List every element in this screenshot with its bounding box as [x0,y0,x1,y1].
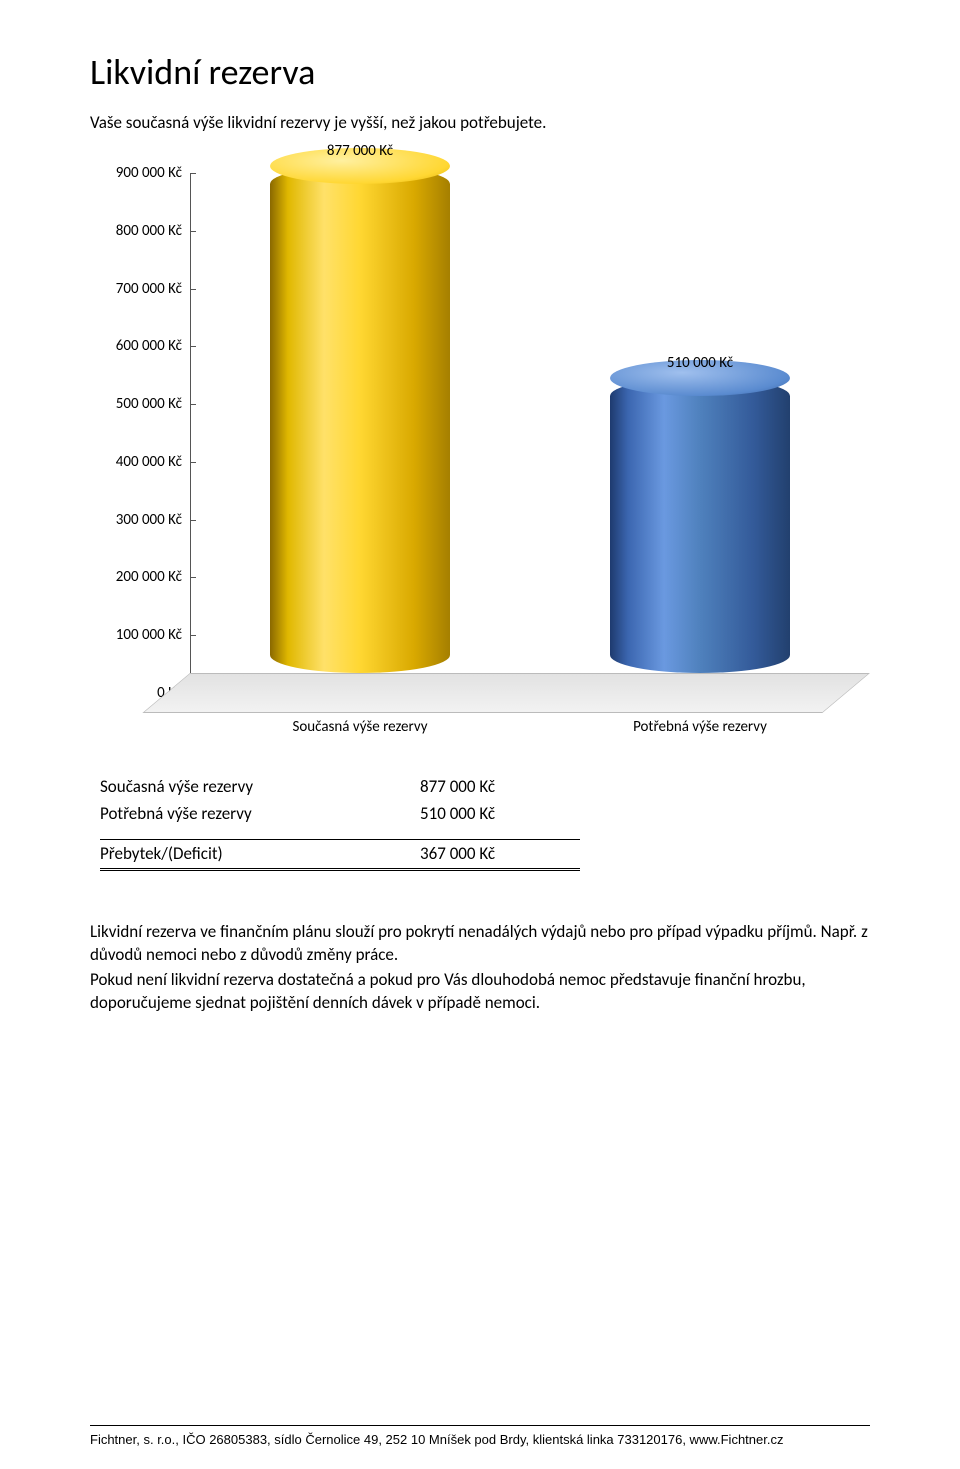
summary-table: Současná výše rezervy 877 000 Kč Potřebn… [100,773,580,871]
page-footer: Fichtner, s. r.o., IČO 26805383, sídlo Č… [90,1425,870,1447]
y-tick-label: 700 000 Kč [90,280,190,298]
paragraph: Likvidní rezerva ve finančním plánu slou… [90,921,870,967]
y-axis: 900 000 Kč800 000 Kč700 000 Kč600 000 Kč… [90,173,190,693]
y-tick-label: 100 000 Kč [90,626,190,644]
summary-value: 510 000 Kč [420,803,580,824]
y-tick-label: 600 000 Kč [90,337,190,355]
x-category-label: Potřebná výše rezervy [610,718,790,736]
table-row-result: Přebytek/(Deficit) 367 000 Kč [100,839,580,871]
page-title: Likvidní rezerva [90,50,870,94]
body-text: Likvidní rezerva ve finančním plánu slou… [90,921,870,1015]
y-tick-label: 200 000 Kč [90,568,190,586]
summary-label: Současná výše rezervy [100,776,420,797]
plot-area: 877 000 Kč510 000 Kč [190,173,870,693]
table-row: Potřebná výše rezervy 510 000 Kč [100,800,580,827]
bar-value-label: 877 000 Kč [270,142,450,160]
y-tick-label: 300 000 Kč [90,511,190,529]
summary-label: Potřebná výše rezervy [100,803,420,824]
x-category-label: Současná výše rezervy [270,718,450,736]
bar-value-label: 510 000 Kč [610,354,790,372]
y-tick-label: 800 000 Kč [90,222,190,240]
y-tick-label: 500 000 Kč [90,395,190,413]
paragraph: Pokud není likvidní rezerva dostatečná a… [90,969,870,1015]
table-row: Současná výše rezervy 877 000 Kč [100,773,580,800]
reserve-chart: 900 000 Kč800 000 Kč700 000 Kč600 000 Kč… [90,173,870,733]
summary-label: Přebytek/(Deficit) [100,843,420,864]
page-subtitle: Vaše současná výše likvidní rezervy je v… [90,112,870,133]
chart-bar [270,166,450,673]
y-tick-label: 400 000 Kč [90,453,190,471]
y-tick-label: 900 000 Kč [90,164,190,182]
summary-value: 877 000 Kč [420,776,580,797]
chart-floor [142,673,870,713]
summary-value: 367 000 Kč [420,843,580,864]
chart-bar [610,378,790,673]
